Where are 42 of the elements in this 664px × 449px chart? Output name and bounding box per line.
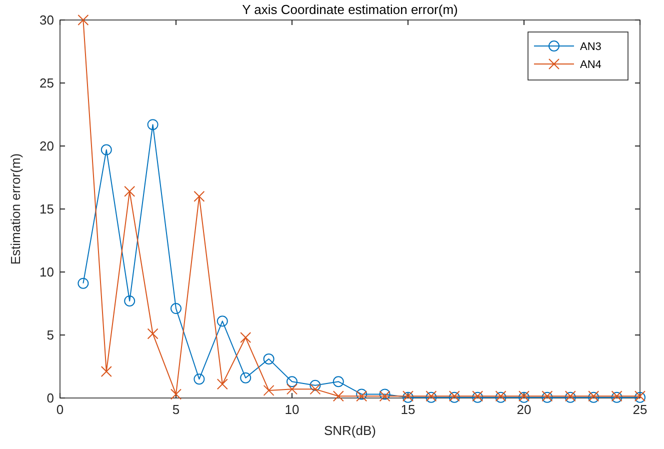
point <box>170 303 182 314</box>
point <box>194 190 205 202</box>
x-tick-label: 0 <box>56 402 64 417</box>
y-tick-label: 0 <box>46 390 54 406</box>
point <box>124 295 136 306</box>
legend-label: AN3 <box>580 41 602 53</box>
point <box>147 328 158 340</box>
point <box>78 278 89 289</box>
y-tick-label: 25 <box>40 76 54 90</box>
point <box>216 378 228 390</box>
x-tick-label: 5 <box>172 402 180 417</box>
y-tick-label: 5 <box>46 328 54 342</box>
legend-label: AN4 <box>580 59 602 71</box>
point <box>263 384 274 396</box>
x-axis-title: SNR(dB) <box>324 423 376 438</box>
point <box>100 144 112 156</box>
point <box>310 384 321 395</box>
y-tick-label: 20 <box>40 138 54 154</box>
x-tick-label: 15 <box>400 402 416 417</box>
point <box>310 380 321 391</box>
point <box>240 332 252 344</box>
point <box>124 186 136 197</box>
point <box>240 372 252 384</box>
point <box>286 384 298 395</box>
point <box>194 374 205 385</box>
point <box>286 376 298 388</box>
point <box>216 316 228 327</box>
point <box>170 388 182 400</box>
chart-title: Y axis Coordinate estimation error(m) <box>242 2 458 17</box>
y-tick-label: 30 <box>40 12 54 28</box>
x-tick-label: 25 <box>632 402 648 417</box>
y-tick-label: 10 <box>40 264 54 280</box>
point <box>263 353 274 364</box>
point <box>332 376 344 388</box>
y-axis-title: Estimation error(m) <box>8 153 23 265</box>
point <box>332 390 344 402</box>
point <box>78 14 89 26</box>
point <box>100 366 112 378</box>
point <box>147 119 158 130</box>
y-tick-label: 15 <box>40 202 54 216</box>
x-tick-label: 20 <box>516 402 532 417</box>
x-tick-label: 10 <box>284 402 300 417</box>
